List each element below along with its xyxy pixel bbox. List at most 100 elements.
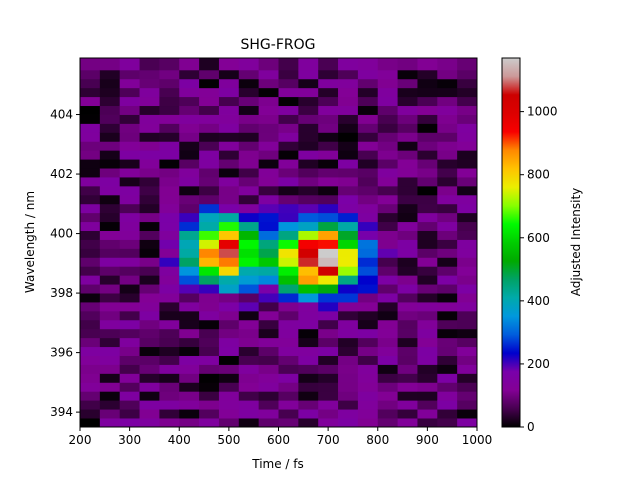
heatmap-cell [139, 69, 160, 80]
heatmap-cell [318, 87, 339, 98]
heatmap-cell [139, 114, 160, 124]
heatmap-cell [179, 105, 200, 115]
heatmap-cell [179, 418, 200, 428]
heatmap-cell [298, 221, 319, 231]
heatmap-cell [377, 409, 398, 419]
heatmap-cell [298, 284, 319, 294]
heatmap-cell [357, 221, 379, 231]
heatmap-cell [119, 230, 140, 240]
heatmap-cell [377, 185, 398, 196]
heatmap-cell [199, 293, 220, 303]
heatmap-cell [80, 105, 101, 115]
heatmap-cell [417, 275, 438, 285]
heatmap-cell [338, 132, 359, 142]
heatmap-cell [218, 194, 240, 205]
heatmap-cell [179, 69, 200, 80]
heatmap-cell [417, 132, 438, 142]
heatmap-cell [80, 230, 101, 240]
heatmap-cell [457, 409, 478, 419]
heatmap-cell [357, 168, 379, 178]
heatmap-cell [218, 400, 240, 410]
heatmap-cell [80, 409, 101, 419]
heatmap-cell [119, 168, 140, 178]
y-tick-label: 400 [50, 227, 73, 241]
heatmap-cell [179, 58, 200, 71]
heatmap-cell [338, 293, 359, 303]
heatmap-cell [457, 141, 478, 151]
heatmap-cell [159, 418, 180, 428]
heatmap-cell [417, 266, 438, 276]
heatmap-cell [80, 373, 101, 383]
heatmap-cell [258, 284, 279, 294]
heatmap-cell [199, 69, 220, 80]
heatmap-cell [218, 78, 240, 89]
heatmap-cell [159, 391, 180, 401]
heatmap-cell [457, 364, 478, 374]
heatmap-cell [338, 346, 359, 356]
colorbar-tick-label: 0 [527, 420, 535, 434]
heatmap-cell [218, 105, 240, 115]
heatmap-cell [377, 418, 398, 428]
heatmap-cell [99, 239, 121, 249]
heatmap-cell [80, 328, 101, 339]
heatmap-cell [258, 58, 279, 71]
heatmap-cell [139, 400, 160, 410]
heatmap-cell [417, 337, 438, 348]
heatmap-cell [139, 230, 160, 240]
heatmap-cell [99, 203, 121, 214]
heatmap-cell [159, 177, 180, 187]
heatmap-cell [357, 391, 379, 401]
heatmap-cell [139, 221, 160, 231]
heatmap-cell [318, 364, 339, 374]
heatmap-cell [199, 266, 220, 276]
heatmap-cell [437, 257, 458, 267]
heatmap-cell [437, 58, 458, 71]
heatmap-cell [318, 221, 339, 231]
heatmap-cell [377, 58, 398, 71]
heatmap-cell [179, 319, 200, 330]
heatmap-cell [99, 177, 121, 187]
heatmap-cell [417, 409, 438, 419]
heatmap-cell [457, 132, 478, 142]
heatmap-cell [139, 382, 160, 392]
colorbar-tick-label: 200 [527, 357, 550, 371]
heatmap-cell [80, 293, 101, 303]
heatmap-cell [218, 310, 240, 321]
heatmap-cell [99, 319, 121, 330]
heatmap-cell [357, 239, 379, 249]
heatmap-cell [338, 114, 359, 124]
heatmap-cell [238, 141, 260, 151]
heatmap-cell [417, 302, 438, 312]
heatmap-cell [139, 373, 160, 383]
heatmap-cell [179, 248, 200, 258]
heatmap-cell [218, 168, 240, 178]
heatmap-cell [119, 257, 140, 267]
heatmap-cell [218, 159, 240, 169]
heatmap-cell [139, 248, 160, 258]
heatmap-cell [318, 328, 339, 339]
heatmap-cell [298, 337, 319, 348]
heatmap-cell [437, 96, 458, 107]
heatmap-cell [397, 123, 418, 133]
heatmap-cell [238, 364, 260, 374]
heatmap-cell [218, 266, 240, 276]
heatmap-cell [179, 355, 200, 365]
heatmap-cell [199, 400, 220, 410]
heatmap-cell [457, 319, 478, 330]
heatmap-cell [417, 257, 438, 267]
heatmap-cell [179, 266, 200, 276]
heatmap-cell [318, 141, 339, 151]
heatmap-cell [417, 168, 438, 178]
heatmap-cell [218, 275, 240, 285]
heatmap-cell [218, 141, 240, 151]
heatmap-cell [338, 266, 359, 276]
heatmap-cell [258, 230, 279, 240]
heatmap-cell [437, 302, 458, 312]
heatmap-cell [357, 337, 379, 348]
heatmap-cell [457, 87, 478, 98]
heatmap-cell [338, 302, 359, 312]
heatmap-cell [457, 310, 478, 321]
heatmap-cell [119, 221, 140, 231]
heatmap-cell [80, 159, 101, 169]
heatmap-cell [119, 58, 140, 71]
